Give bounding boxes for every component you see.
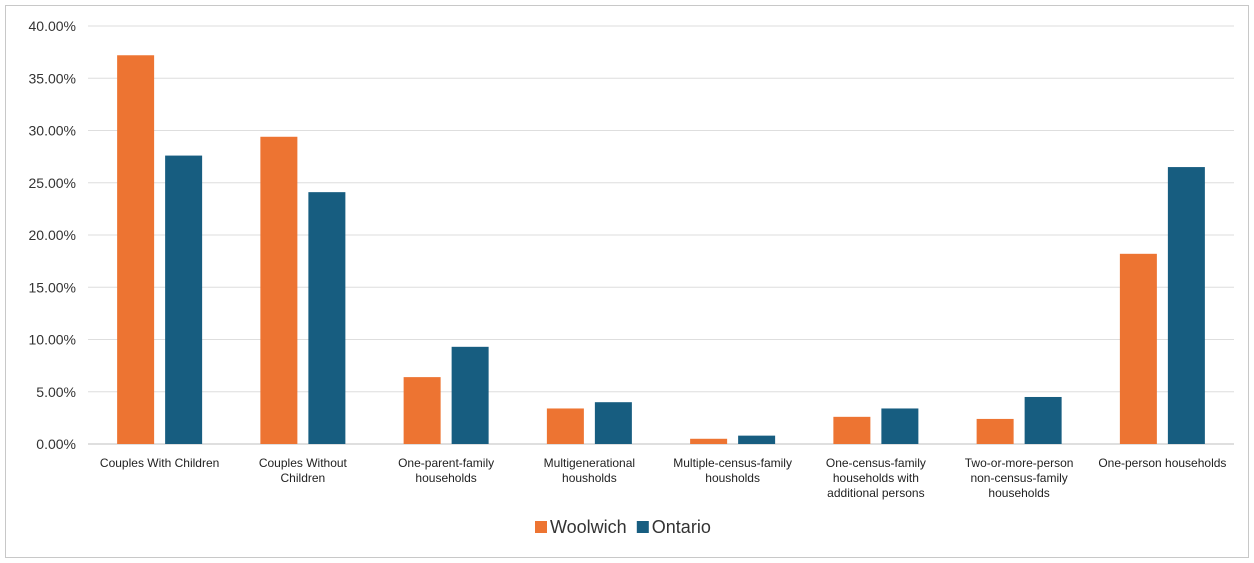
- legend-label-ontario: Ontario: [652, 517, 711, 537]
- bar-woolwich: [690, 438, 728, 444]
- bar-ontario: [451, 346, 489, 444]
- y-tick-label: 40.00%: [29, 18, 76, 34]
- x-category-label: Couples Without Children: [259, 456, 348, 485]
- y-tick-label: 15.00%: [29, 279, 76, 295]
- bar-ontario: [165, 155, 203, 444]
- bar-woolwich: [1119, 253, 1157, 444]
- bar-woolwich: [117, 55, 155, 444]
- x-category-label: Multigenerational housholds: [544, 456, 635, 485]
- x-category-label: Two-or-more-person non-census-family house…: [965, 456, 1074, 500]
- bar-ontario: [881, 408, 919, 444]
- x-category-label: One-census-family households with addition…: [826, 456, 926, 500]
- bar-ontario: [738, 435, 776, 444]
- y-tick-label: 10.00%: [29, 332, 76, 348]
- x-category-label-line: households with: [833, 471, 919, 485]
- x-category-label-line: housholds: [705, 471, 760, 485]
- x-category-label: Multiple-census-family housholds: [673, 456, 792, 485]
- bar-ontario: [308, 192, 346, 444]
- legend-swatch-woolwich: [535, 521, 547, 533]
- bar-ontario: [1024, 396, 1062, 444]
- y-tick-label: 25.00%: [29, 175, 76, 191]
- bar-woolwich: [403, 377, 441, 444]
- y-tick-label: 0.00%: [36, 436, 76, 452]
- x-category-label-line: Children: [281, 471, 326, 485]
- y-tick-label: 35.00%: [29, 70, 76, 86]
- legend-label-woolwich: Woolwich: [550, 517, 627, 537]
- x-category-label-line: households: [415, 471, 476, 485]
- x-category-label-line: households: [988, 486, 1049, 500]
- legend-swatch-ontario: [636, 521, 649, 533]
- x-category-label-line: One-person households: [1098, 456, 1226, 470]
- bar-woolwich: [546, 408, 584, 444]
- x-category-label-line: non-census-family: [970, 471, 1067, 485]
- x-category-label-line: Couples Without: [259, 456, 348, 470]
- x-category-label-line: One-census-family: [826, 456, 926, 470]
- bar-ontario: [594, 402, 632, 444]
- bar-ontario: [1167, 167, 1205, 444]
- x-category-label-line: One-parent-family: [398, 456, 494, 470]
- x-category-label-line: Multiple-census-family: [673, 456, 792, 470]
- x-category-label: One-person households: [1098, 456, 1226, 470]
- bar-woolwich: [260, 136, 298, 444]
- x-category-label-line: additional persons: [827, 486, 924, 500]
- x-category-label-line: Couples With Children: [100, 456, 219, 470]
- bar-woolwich: [833, 416, 871, 444]
- chart-frame: [5, 5, 1249, 558]
- y-tick-label: 20.00%: [29, 227, 76, 243]
- x-category-label-line: housholds: [562, 471, 617, 485]
- y-tick-label: 30.00%: [29, 123, 76, 139]
- x-category-label: Couples With Children: [100, 456, 219, 470]
- y-tick-label: 5.00%: [36, 384, 76, 400]
- x-category-label-line: Multigenerational: [544, 456, 635, 470]
- x-category-label: One-parent-family households: [398, 456, 494, 485]
- x-category-label-line: Two-or-more-person: [965, 456, 1074, 470]
- bar-woolwich: [976, 418, 1014, 444]
